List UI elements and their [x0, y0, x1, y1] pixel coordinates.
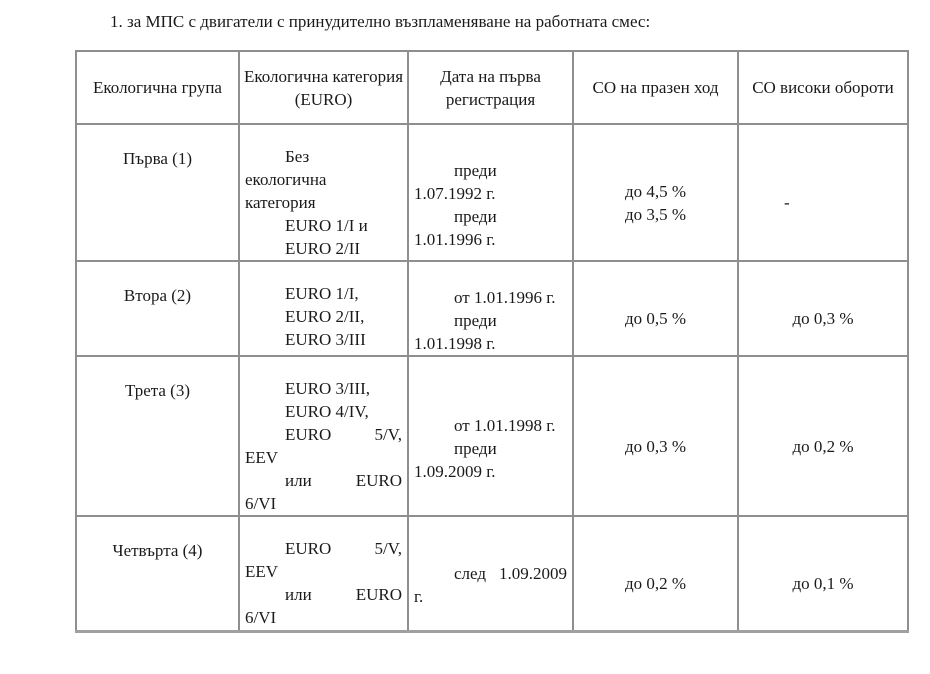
cell-co-high: до 0,2 %: [737, 355, 909, 517]
text-line: или EURO: [285, 585, 402, 604]
header-co-idle: СО на празен ход: [572, 50, 739, 125]
text-line: до 0,1 %: [792, 573, 854, 593]
text-line: 1.07.1992 г.: [414, 183, 496, 203]
cell-eco-group: Трета (3): [75, 355, 240, 517]
text-line: EURO 2/II: [285, 239, 361, 258]
text-line: EEV: [245, 562, 279, 581]
text-line: преди: [454, 160, 497, 180]
header-first-registration-date: Дата на първа регистрация: [407, 50, 574, 125]
cell-registration-date: преди 1.07.1992 г. преди 1.01.1996 г.: [407, 123, 574, 262]
group-label: Втора (2): [123, 286, 192, 305]
text-line: EURO 1/I,: [285, 284, 359, 303]
table-row: Първа (1) Без екологична категория EURO …: [75, 123, 909, 262]
text-line: 6/VI: [245, 608, 277, 627]
cell-eco-group: Четвърта (4): [75, 515, 240, 632]
text-line: EURO 1/I и: [285, 216, 368, 235]
text-line: EURO 3/III: [285, 330, 366, 349]
cell-co-idle: до 0,5 %: [572, 260, 739, 357]
text-line: Без: [285, 147, 310, 166]
text-line: след 1.09.2009: [454, 564, 567, 584]
cell-co-high: до 0,1 %: [737, 515, 909, 632]
text-line: до 0,2 %: [624, 573, 687, 593]
text-line: EURO 5/V,: [285, 539, 402, 558]
table-row: Втора (2) EURO 1/I, EURO 2/II, EURO 3/II…: [75, 260, 909, 357]
text-line: до 0,3 %: [792, 309, 854, 328]
cell-co-idle: до 4,5 % до 3,5 %: [572, 123, 739, 262]
cell-eco-category: EURO 3/III, EURO 4/IV, EURO 5/V, EEV или E…: [238, 355, 409, 517]
cell-registration-date: след 1.09.2009 г.: [407, 515, 574, 632]
group-label: Първа (1): [123, 149, 192, 168]
text-line: 1.01.1998 г.: [414, 334, 496, 353]
text-line: EURO 2/II,: [285, 307, 365, 326]
page-title: 1. за МПС с двигатели с принудително въз…: [110, 12, 651, 31]
text-line: EEV: [245, 448, 279, 467]
text-line: екологична: [245, 170, 327, 189]
cell-eco-group: Втора (2): [75, 260, 240, 357]
text-line: EURO 4/IV,: [285, 402, 369, 421]
cell-co-high: до 0,3 %: [737, 260, 909, 357]
text-line: или EURO: [285, 471, 402, 490]
text-line: от 1.01.1998 г.: [454, 415, 556, 435]
text-line: преди: [454, 206, 497, 226]
header-row: Екологична група Екологична категория (E…: [75, 50, 909, 125]
header-eco-category: Екологична категория (EURO): [238, 50, 409, 125]
cell-co-high: -: [737, 123, 909, 262]
cell-eco-category: EURO 5/V, EEV или EURO 6/VI: [238, 515, 409, 632]
text-line: 6/VI: [245, 494, 277, 513]
text-line: от 1.01.1996 г.: [454, 288, 556, 307]
text-line: г.: [414, 587, 424, 607]
text-line: преди: [454, 438, 497, 458]
text-line: до 0,5 %: [624, 309, 687, 328]
header-co-high-rpm: СО високи обороти: [737, 50, 909, 125]
emissions-table: Екологична група Екологична категория (E…: [75, 50, 909, 633]
text-line: EURO 5/V,: [285, 425, 402, 444]
cell-eco-category: EURO 1/I, EURO 2/II, EURO 3/III: [238, 260, 409, 357]
text-line: преди: [454, 311, 497, 330]
text-line: до 4,5 %: [624, 181, 687, 201]
text-line: до 0,3 %: [624, 436, 687, 456]
cell-co-idle: до 0,3 %: [572, 355, 739, 517]
cell-registration-date: от 1.01.1996 г. преди 1.01.1998 г.: [407, 260, 574, 357]
cell-eco-group: Първа (1): [75, 123, 240, 262]
text-line: -: [784, 193, 790, 212]
group-label: Четвърта (4): [112, 541, 203, 560]
table-row: Трета (3) EURO 3/III, EURO 4/IV, EURO 5/V…: [75, 355, 909, 517]
text-line: 1.09.2009 г.: [414, 461, 496, 481]
table-row: Четвърта (4) EURO 5/V, EEV или EURO 6/VI с…: [75, 515, 909, 632]
group-label: Трета (3): [124, 381, 191, 400]
text-line: категория: [245, 193, 316, 212]
text-line: 1.01.1996 г.: [414, 229, 496, 249]
text-line: до 3,5 %: [624, 204, 687, 224]
header-eco-group: Екологична група: [75, 50, 240, 125]
cell-eco-category: Без екологична категория EURO 1/I и EURO…: [238, 123, 409, 262]
text-line: до 0,2 %: [792, 436, 854, 456]
text-line: EURO 3/III,: [285, 379, 370, 398]
cell-co-idle: до 0,2 %: [572, 515, 739, 632]
cell-registration-date: от 1.01.1998 г. преди 1.09.2009 г.: [407, 355, 574, 517]
